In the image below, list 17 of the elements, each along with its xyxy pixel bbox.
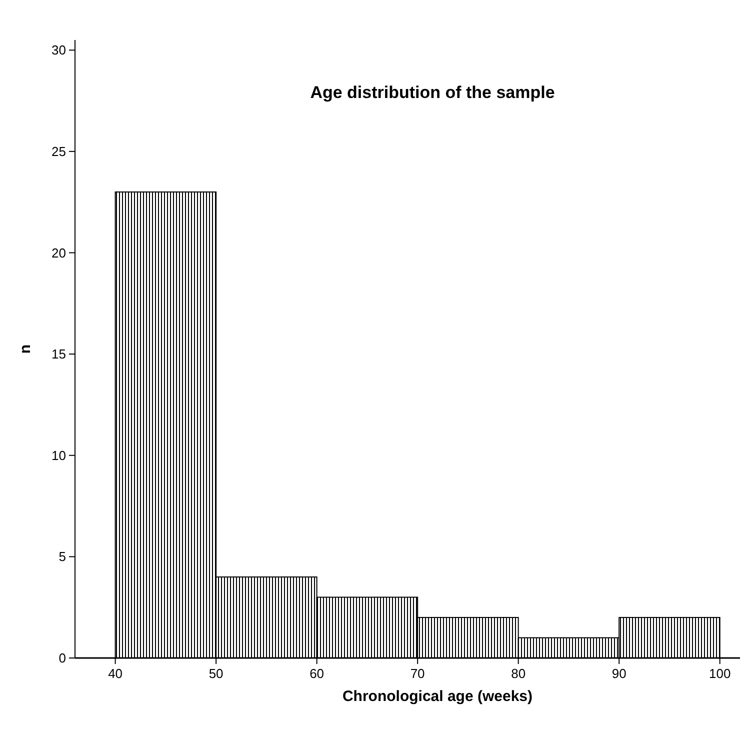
x-tick-label: 60 [310,666,324,681]
x-tick-label: 80 [511,666,526,681]
x-tick-label: 40 [108,666,123,681]
y-tick-label: 15 [52,346,66,362]
x-tick-label: 90 [612,666,626,681]
y-tick-label: 30 [52,42,66,58]
y-tick-label: 0 [58,650,66,666]
x-axis-title: Chronological age (weeks) [342,688,533,705]
y-axis-title: n [17,344,34,354]
y-tick-label: 10 [52,448,66,463]
y-tick-label: 5 [58,549,66,564]
y-tick-label: 25 [52,144,66,159]
x-tick-label: 100 [708,666,731,681]
text: Age distribution of the sample [310,83,555,102]
y-tick-label: 20 [52,245,66,260]
x-tick-label: 50 [208,666,224,681]
x-tick-label: 70 [410,666,425,681]
